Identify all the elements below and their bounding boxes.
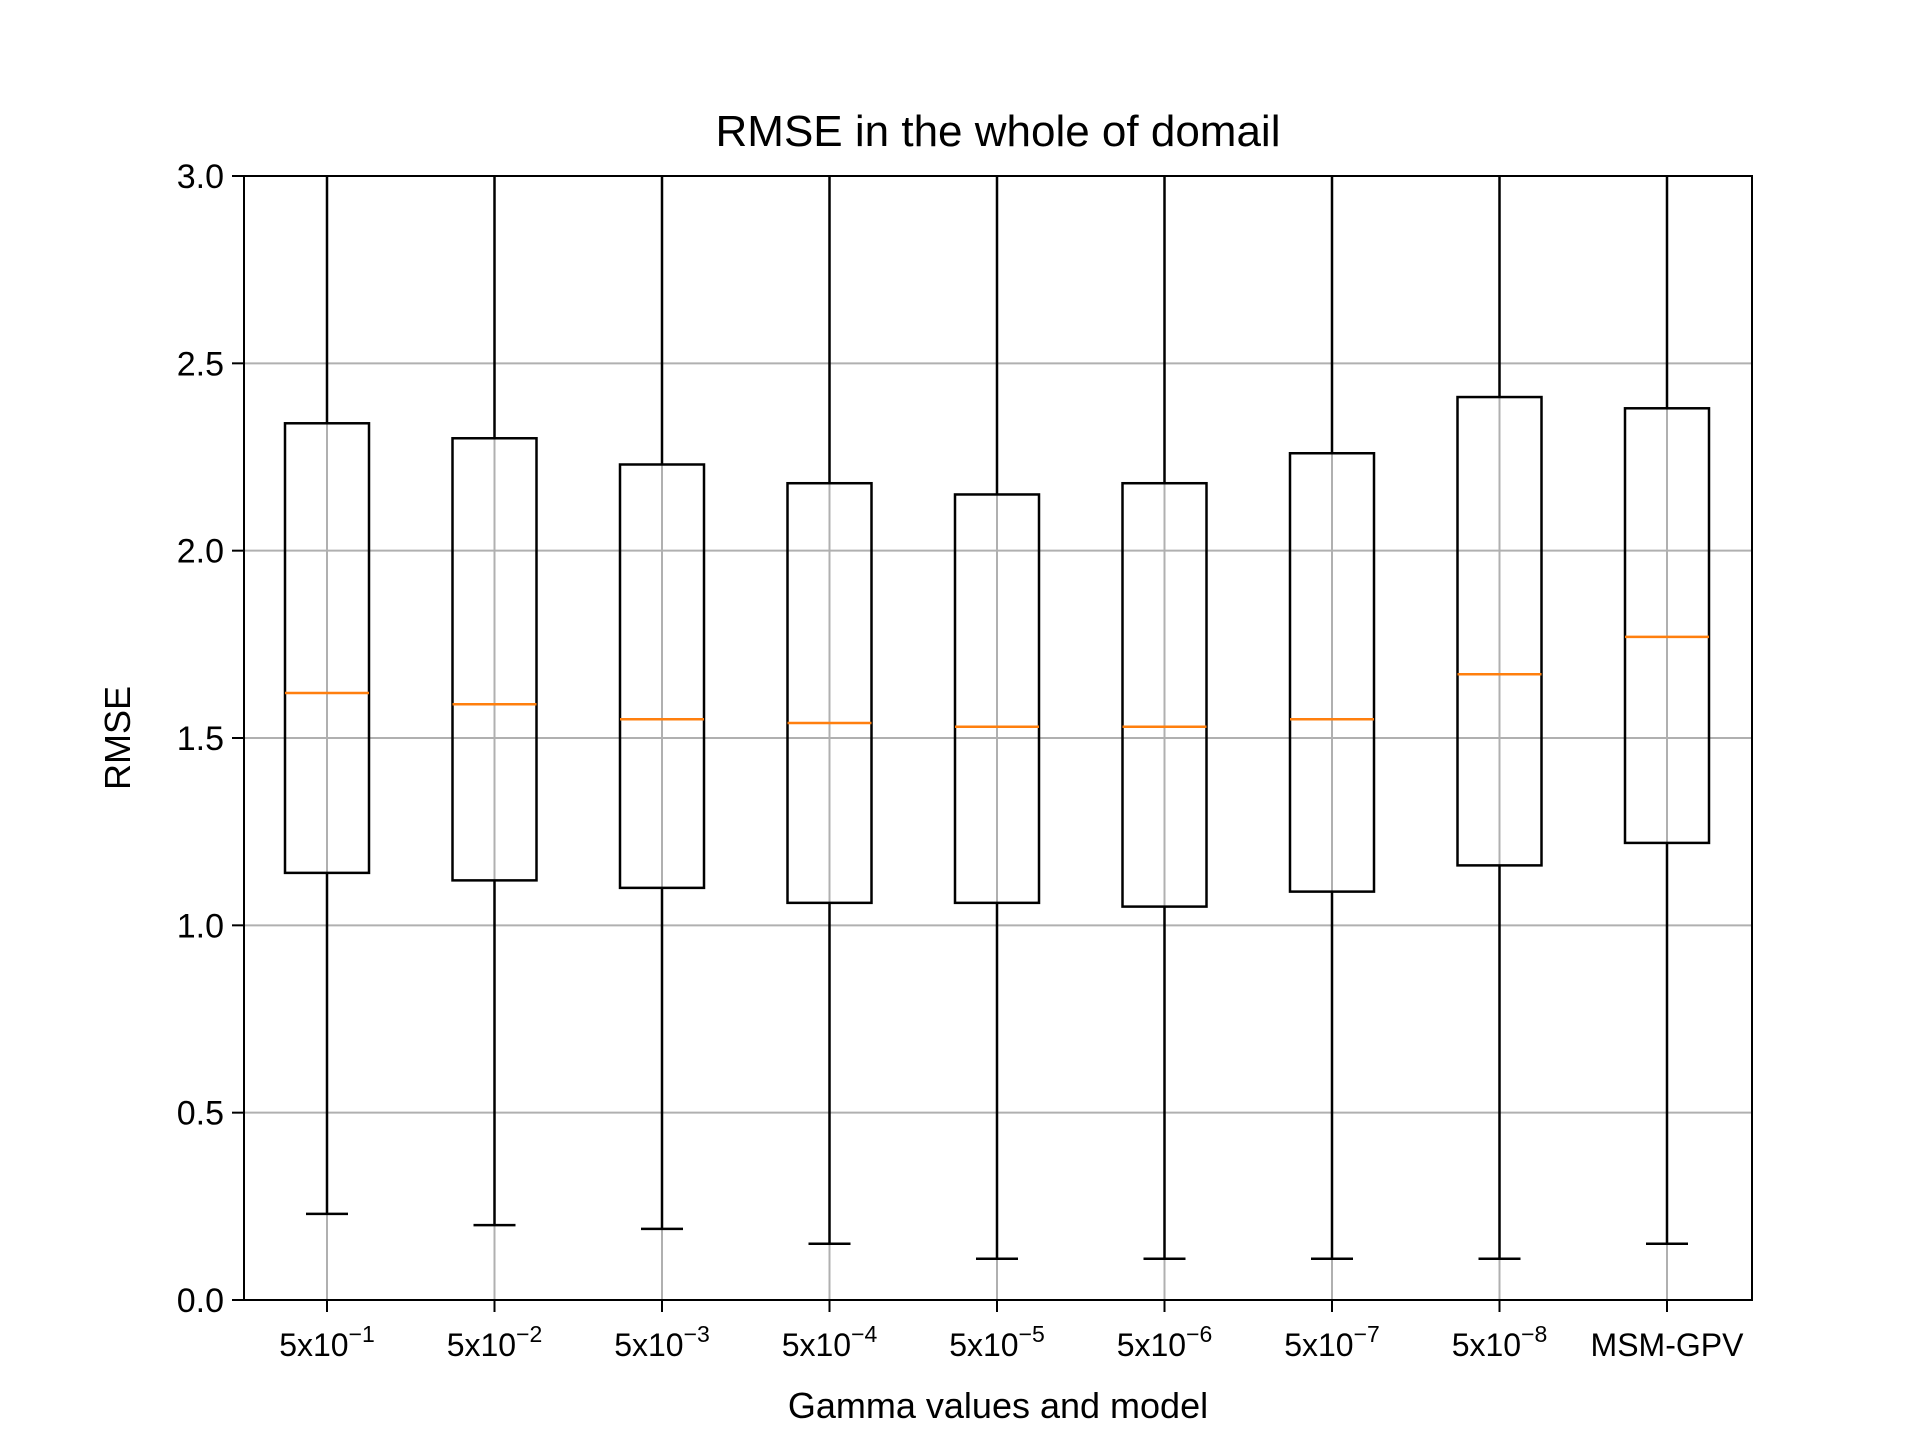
x-tick-label: 5x10−7 — [1284, 1321, 1380, 1363]
box-group — [1623, 176, 1711, 1246]
x-tick-label: 5x10−4 — [782, 1321, 878, 1363]
iqr-box — [1121, 481, 1208, 908]
box-group — [618, 176, 706, 1231]
y-tick-label: 0.0 — [177, 1282, 224, 1320]
boxes — [283, 176, 1711, 1261]
y-tick-label: 2.5 — [177, 345, 224, 383]
y-tick-label: 2.0 — [177, 533, 224, 571]
iqr-box — [618, 463, 706, 890]
iqr-box — [451, 437, 538, 882]
x-tick-label: 5x10−1 — [279, 1321, 375, 1363]
box-group — [1456, 176, 1543, 1261]
iqr-box — [1456, 395, 1543, 867]
x-axis-label: Gamma values and model — [788, 1385, 1208, 1426]
x-tick-label: 5x10−8 — [1452, 1321, 1548, 1363]
x-axis-ticks: 5x10−1 5x10−2 5x10−3 5x10−4 5x10−5 5x10−6 5x10… — [279, 1300, 1744, 1363]
y-tick-label: 3.0 — [177, 158, 224, 196]
iqr-box — [953, 493, 1041, 905]
y-tick-label: 1.5 — [177, 720, 224, 758]
y-tick-label: 0.5 — [177, 1095, 224, 1133]
y-axis-label: RMSE — [97, 686, 138, 790]
box-group — [1288, 176, 1376, 1261]
x-tick-label: 5x10−6 — [1117, 1321, 1213, 1363]
iqr-box — [1623, 407, 1711, 845]
iqr-box — [1288, 452, 1376, 893]
x-tick-label: MSM-GPV — [1591, 1327, 1745, 1363]
iqr-box — [786, 481, 873, 905]
box-group — [786, 176, 873, 1246]
x-tick-label: 5x10−5 — [949, 1321, 1045, 1363]
iqr-box — [283, 422, 371, 875]
box-group — [283, 176, 371, 1216]
y-tick-label: 1.0 — [177, 907, 224, 945]
y-axis-ticks: 0.0 0.5 1.0 1.5 2.0 2.5 3.0 — [177, 158, 244, 1320]
x-tick-label: 5x10−2 — [447, 1321, 543, 1363]
box-group — [451, 176, 538, 1227]
box-group — [953, 176, 1041, 1261]
x-tick-label: 5x10−3 — [614, 1321, 710, 1363]
box-group — [1121, 176, 1208, 1261]
chart-title: RMSE in the whole of domail — [716, 107, 1281, 156]
